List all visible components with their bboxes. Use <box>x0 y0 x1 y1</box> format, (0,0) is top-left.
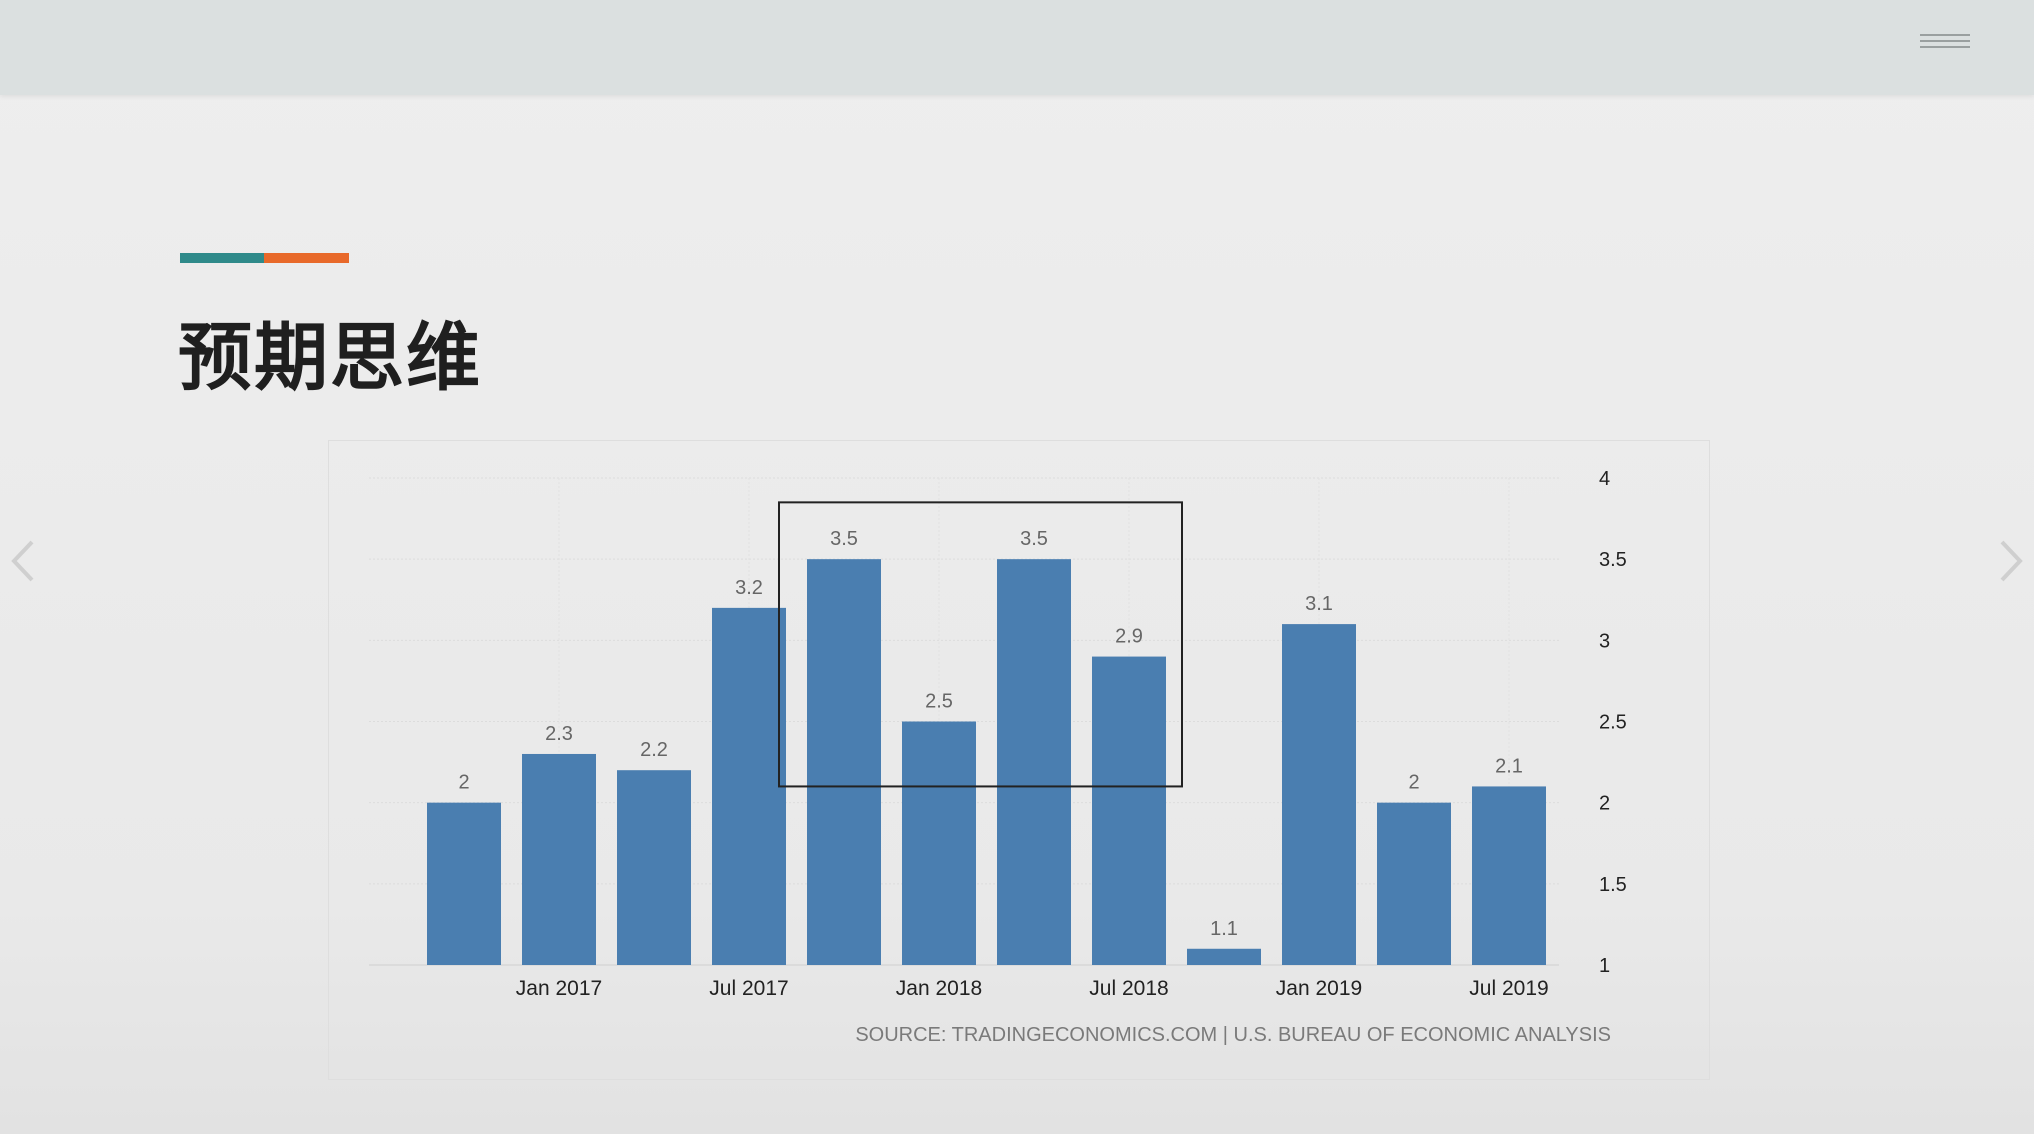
page-title: 预期思维 <box>178 315 482 401</box>
chevron-left-icon[interactable] <box>8 536 38 586</box>
x-tick-label: Jul 2018 <box>1089 977 1168 1000</box>
bar-data-label: 2.9 <box>1115 626 1143 648</box>
chevron-right-icon[interactable] <box>1996 536 2026 586</box>
bar <box>712 607 786 965</box>
y-tick-label: 3.5 <box>1599 549 1627 571</box>
x-tick-label: Jul 2017 <box>709 977 788 1000</box>
x-tick-label: Jul 2019 <box>1469 977 1548 1000</box>
bar-data-label: 3.5 <box>1020 528 1048 550</box>
accent-teal-segment <box>180 253 264 263</box>
bar-data-label: 3.1 <box>1305 593 1333 615</box>
bar-data-label: 3.5 <box>830 528 858 550</box>
bar <box>522 753 596 965</box>
bar <box>807 559 881 965</box>
bar-data-label: 2.2 <box>640 739 668 761</box>
title-accent-bar <box>180 253 349 263</box>
bar-data-label: 2.1 <box>1495 755 1523 777</box>
highlight-box <box>778 501 1183 788</box>
y-tick-label: 4 <box>1599 468 1610 490</box>
bar-data-label: 3.2 <box>735 577 763 599</box>
bar <box>1472 786 1546 965</box>
bar <box>1092 656 1166 965</box>
y-tick-label: 1.5 <box>1599 874 1627 896</box>
hamburger-menu-icon[interactable] <box>1920 34 1970 50</box>
bar <box>1187 948 1261 965</box>
bar <box>427 802 501 965</box>
y-tick-label: 2 <box>1599 793 1610 815</box>
bar-data-label: 2.3 <box>545 723 573 745</box>
source-note: SOURCE: TRADINGECONOMICS.COM | U.S. BURE… <box>855 1024 1611 1046</box>
bar <box>1377 802 1451 965</box>
bar <box>902 721 976 965</box>
bar-data-label: 1.1 <box>1210 918 1238 940</box>
x-tick-label: Jan 2017 <box>516 977 602 1000</box>
y-tick-label: 2.5 <box>1599 712 1627 734</box>
y-tick-label: 3 <box>1599 630 1610 652</box>
x-tick-label: Jan 2019 <box>1276 977 1362 1000</box>
bar <box>617 770 691 965</box>
bar-data-label: 2 <box>458 772 469 794</box>
y-tick-label: 1 <box>1599 955 1610 977</box>
accent-orange-segment <box>264 253 349 263</box>
x-tick-label: Jan 2018 <box>896 977 982 1000</box>
gdp-bar-chart: 1 1.5 2 2.5 3 3.5 4 Jan 2017 Jul 2017 Jan 2018 Jul… <box>369 468 1627 1046</box>
bar-data-label: 2.5 <box>925 691 953 713</box>
bar <box>1282 624 1356 965</box>
chart-frame: 1 1.5 2 2.5 3 3.5 4 Jan 2017 Jul 2017 Jan 2018 Jul… <box>328 440 1710 1080</box>
top-bar <box>0 0 2034 95</box>
bar <box>997 559 1071 965</box>
bar-data-label: 2 <box>1408 772 1419 794</box>
